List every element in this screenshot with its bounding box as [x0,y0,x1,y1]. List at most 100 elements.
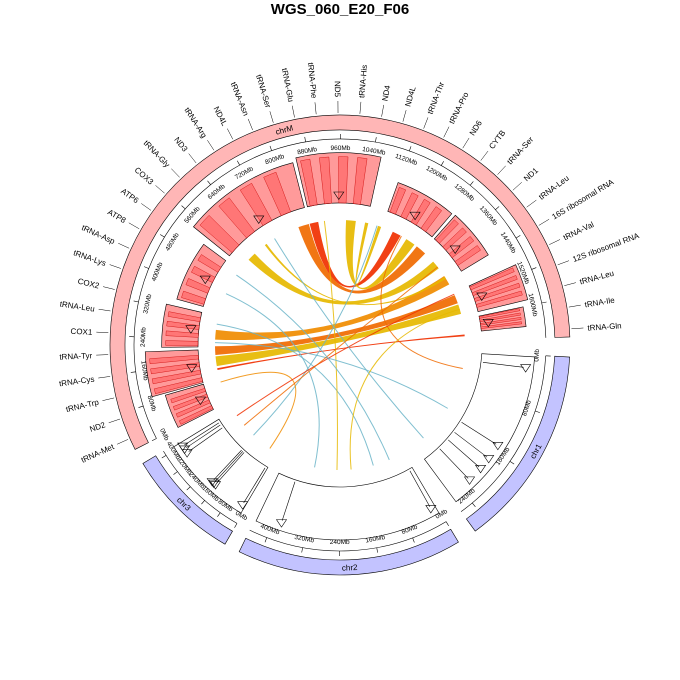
gene-label: ND1 [522,166,540,184]
marker-line [281,481,296,521]
tick-mark [471,502,476,508]
track-box-chr1 [424,353,535,503]
gene-connector [118,243,130,249]
histogram-bar [199,215,240,253]
histogram-bar [165,340,199,346]
histogram-bar [435,219,459,244]
tick-mark [181,205,186,210]
marker-line [454,432,488,458]
gene-connector [512,182,522,191]
gene-label: tRNA-Glu [280,67,296,102]
histogram-bar [166,320,200,330]
gene-connector [269,111,274,123]
gene-connector [571,327,584,330]
tick-mark [495,206,500,210]
histogram-bar [170,388,207,404]
gene-label: tRNA-Asp [80,223,117,246]
tick-mark [133,300,139,303]
tick-mark [301,547,303,553]
gene-connector [381,104,384,117]
gene-connector [98,376,111,379]
tick-mark [535,410,540,413]
triangle-marker [237,501,249,510]
gene-label: ND2 [88,420,107,434]
gene-connector [526,199,537,208]
histogram-bar [181,290,206,305]
triangle-marker [194,396,207,406]
tick-label: 1360Mb [478,205,499,228]
tick-label: 1440Mb [499,231,517,255]
gene-label: tRNA-Leu [59,300,95,314]
ideogram-chr3 [142,455,233,545]
tick-mark [138,405,144,408]
marker-line [482,362,524,368]
tick-mark [234,523,238,528]
link-ribbon [309,221,401,288]
track-box-chr3 [173,418,269,514]
triangle-marker [185,325,197,334]
gene-connector [568,304,581,308]
tick-mark [445,521,449,527]
tick-mark [375,137,377,143]
histogram-bar [353,157,368,205]
histogram-bar [172,393,209,411]
link-ribbon [345,220,415,290]
link-ribbon [215,275,450,341]
tick-mark [217,512,221,517]
link-line [225,293,320,468]
histogram-bar [473,282,521,302]
gene-label: tRNA-Tyr [59,351,93,361]
tick-mark [186,486,191,491]
link-line [215,342,448,409]
histogram-bar [153,377,203,394]
gene-connector [480,150,489,161]
gene-label: CYTB [487,128,507,150]
histogram-bar [480,321,523,329]
histogram-bar [178,405,214,425]
gene-label: ND6 [468,118,484,137]
gene-connector [402,110,407,122]
triangle-marker [482,318,494,328]
link-line [243,266,438,426]
gene-connector [359,101,362,114]
gene-connector [227,128,234,140]
triangle-marker [463,476,476,485]
gene-connector [188,153,197,164]
tick-mark [541,301,547,304]
gene-label: tRNA-Thr [426,80,447,115]
marker-line [243,467,266,504]
tick-mark [469,181,474,186]
link-ribbon [355,222,382,285]
link-line [323,220,338,470]
tick-label: 160Mb [365,534,386,545]
gene-label: tRNA-Cys [59,375,95,389]
link-line [380,235,463,370]
gene-label: tRNA-Lys [72,248,107,268]
link-ribbon [217,334,465,370]
tick-mark [376,547,378,553]
gene-connector [103,286,115,290]
histogram-bar [239,182,273,226]
tick-mark [151,438,157,442]
marker-line [214,451,244,482]
gene-connector [423,117,429,129]
gene-label: COX1 [70,327,93,337]
gene-connector [108,418,121,424]
histogram-bar [218,197,255,239]
links-layer [215,220,465,470]
histogram-bar [469,267,515,291]
gene-connector [549,239,561,245]
triangle-marker [206,478,218,487]
histogram-bar [149,354,199,364]
triangle-marker [333,191,345,201]
histogram-bar [319,156,332,205]
marker-line [448,439,480,468]
tick-label: 800Mb [264,153,285,166]
triangle-marker [483,455,495,464]
gene-label: tRNA-His [357,64,369,98]
gene-connector [141,203,152,211]
link-line [236,293,455,417]
triangle-marker [520,364,532,373]
track-box-chr2 [255,466,440,541]
